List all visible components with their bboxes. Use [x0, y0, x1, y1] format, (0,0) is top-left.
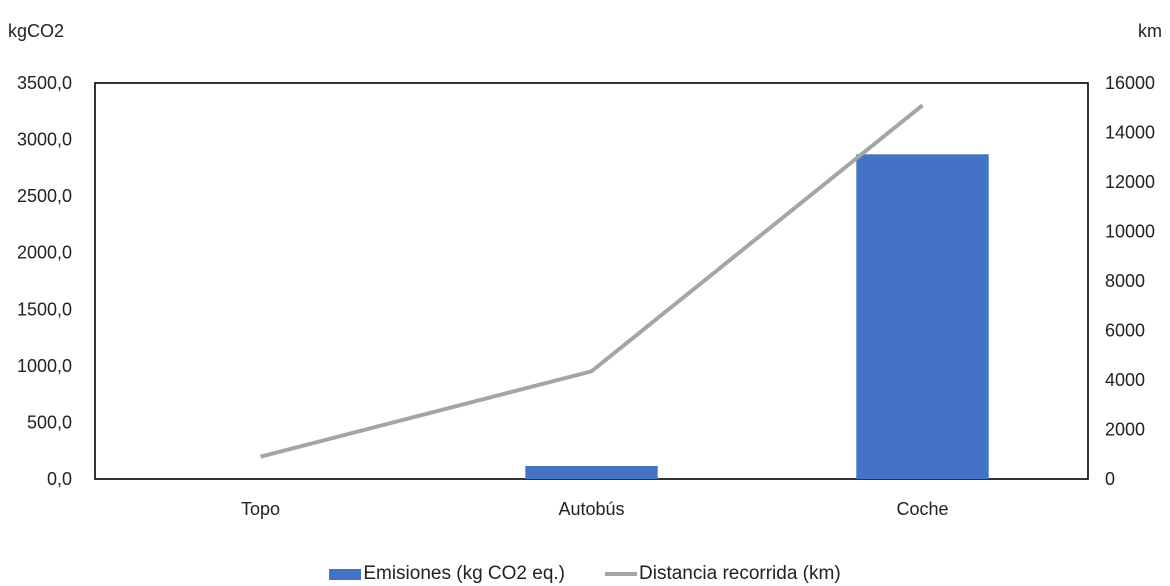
legend-item-emissions: Emisiones (kg CO2 eq.) — [329, 563, 565, 585]
left-tick-label: 2000,0 — [17, 243, 72, 263]
category-label: Topo — [241, 499, 280, 519]
chart: 0,0 500,0 1000,0 1500,0 2000,0 2500,0 3000,0 35… — [8, 21, 1162, 519]
right-tick-label: 10000 — [1105, 222, 1155, 242]
legend-label-emissions: Emisiones (kg CO2 eq.) — [363, 563, 566, 584]
legend-label-distance: Distancia recorrida (km) — [639, 563, 841, 584]
legend-item-distance: Distancia recorrida (km) — [605, 563, 841, 585]
left-tick-label: 2500,0 — [17, 186, 72, 206]
right-axis-unit: km — [1138, 21, 1162, 41]
bar-1 — [525, 465, 658, 479]
legend: Emisiones (kg CO2 eq.) Distancia recorri… — [0, 562, 1170, 586]
right-axis-ticks: 0 2000 4000 6000 8000 10000 12000 14000 16000 — [1105, 73, 1155, 489]
distance-line — [260, 103, 924, 459]
line-series — [260, 103, 924, 459]
right-tick-label: 14000 — [1105, 123, 1155, 143]
left-tick-label: 3000,0 — [17, 130, 72, 150]
category-label: Autobús — [558, 499, 624, 519]
legend-swatch-emissions — [329, 568, 362, 580]
left-axis-ticks: 0,0 500,0 1000,0 1500,0 2000,0 2500,0 3000,0 35… — [17, 73, 72, 489]
left-tick-label: 500,0 — [27, 412, 72, 432]
left-tick-label: 1500,0 — [17, 299, 72, 319]
right-tick-label: 8000 — [1105, 271, 1145, 291]
right-tick-label: 12000 — [1105, 172, 1155, 192]
legend-swatch-distance — [605, 572, 638, 576]
right-tick-label: 2000 — [1105, 420, 1145, 440]
x-axis-ticks: Topo Autobús Coche — [241, 499, 949, 519]
right-tick-label: 0 — [1105, 469, 1115, 489]
left-tick-label: 0,0 — [47, 469, 72, 489]
left-tick-label: 1000,0 — [17, 356, 72, 376]
bar-series — [525, 154, 989, 479]
right-tick-label: 4000 — [1105, 370, 1145, 390]
left-tick-label: 3500,0 — [17, 73, 72, 93]
right-tick-label: 16000 — [1105, 73, 1155, 93]
right-tick-label: 6000 — [1105, 321, 1145, 341]
bar-2 — [856, 154, 989, 479]
left-axis-unit: kgCO2 — [8, 21, 64, 41]
category-label: Coche — [896, 499, 948, 519]
